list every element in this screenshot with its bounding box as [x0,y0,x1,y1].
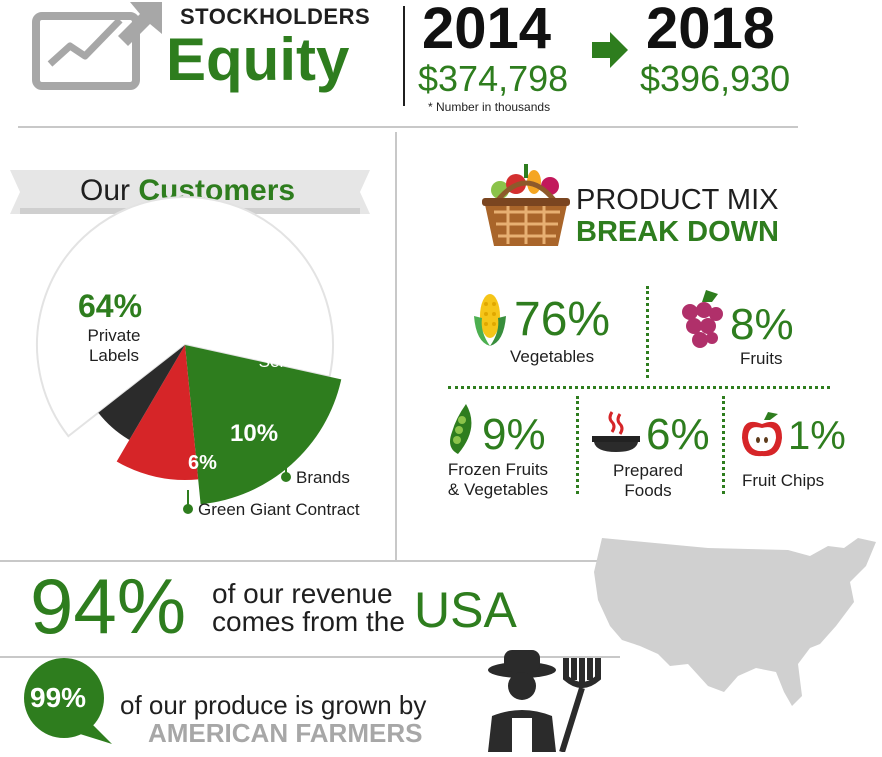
usa-country: USA [414,582,517,638]
stockholders-label: STOCKHOLDERS [180,4,371,29]
product-mix-title-1: PRODUCT MIX [576,184,779,216]
food-pct: 20% [262,296,319,327]
peas-icon [444,402,478,456]
product-divider-v1 [646,286,649,378]
vegetables-label: Vegetables [510,347,595,366]
frozen-pct: 9% [482,410,546,459]
gg-dot [183,504,193,514]
product-mix-title-2: BREAK DOWN [576,216,779,248]
brands-leader [285,434,287,474]
farmers-line-1: of our produce is grown by [120,690,427,720]
food-label-2: Service [258,352,316,371]
value-end: $396,930 [640,58,791,99]
year-start: 2014 [422,0,552,61]
customers-title-prefix: Our [80,174,131,207]
usa-pct: 94% [30,562,187,650]
gg-pct: 6% [188,452,217,474]
private-label-2: Labels [88,346,140,365]
farmers-pct: 99% [30,682,87,713]
chips-pct: 1% [788,414,846,458]
fruits-pct: 8% [730,300,794,349]
usa-rule [0,560,620,562]
customers-pie-chart [36,196,342,505]
speech-bubble [20,656,116,746]
fruits-label: Fruits [740,349,783,368]
apple-icon [738,410,786,460]
product-divider-v2 [576,396,579,494]
header-divider [403,6,405,106]
vegetables-pct: 76% [514,293,611,346]
prepared-label-2: Foods [624,481,672,500]
usa-line-1: of our revenue [212,578,393,609]
basket-icon [478,160,573,250]
chart-growth-icon [30,2,165,92]
prepared-pct: 6% [646,410,710,459]
usa-map [588,536,882,716]
prepared-label-1: Prepared [613,461,683,480]
header-rule [18,126,798,128]
grapes-icon [678,288,726,358]
private-pct: 64% [78,288,143,324]
brands-dot [281,472,291,482]
farmers-line-2: AMERICAN FARMERS [148,718,423,748]
product-divider-v3 [722,396,725,494]
pie-slice-private-labels [36,196,334,438]
product-divider-h [448,386,830,389]
section-divider [395,132,397,560]
thousands-note: * Number in thousands [428,100,551,114]
gg-leader [187,490,189,508]
brands-pct: 10% [230,420,279,447]
frozen-label-1: Frozen Fruits [447,460,549,479]
farmers-rule [0,656,620,658]
year-end: 2018 [646,0,776,61]
arrow-right-icon [590,30,630,70]
value-start: $374,798 [418,58,569,99]
food-label-1: Food [267,333,307,352]
private-label-1: Private [87,326,141,345]
pie-slice-food-service [185,345,342,505]
pie-slice-brands [116,345,199,480]
chips-label: Fruit Chips [742,471,825,490]
pie-slice-green-giant [98,345,185,440]
corn-icon [470,292,510,348]
farmer-icon [470,648,620,753]
equity-title: Equity [166,26,350,93]
pan-icon [588,408,644,454]
usa-line-2: comes from the [212,606,405,637]
brands-label: Brands [296,468,350,487]
frozen-label-2: & Vegetables [447,480,549,499]
gg-label: Green Giant Contract [198,500,360,519]
